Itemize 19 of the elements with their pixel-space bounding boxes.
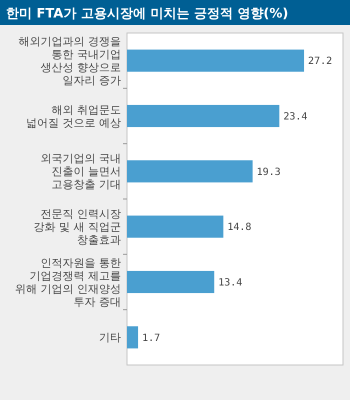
y-tick-label: 전문직 인력시장 강화 및 새 직업군 창출효과 [34,208,121,247]
data-label: 13.4 [218,278,242,288]
data-label: 14.8 [227,222,252,234]
data-label: 27.2 [308,56,332,68]
bar [127,160,253,182]
bar [127,216,224,238]
data-label: 19.3 [256,166,281,178]
bar [127,270,214,294]
chart-title: 한미 FTA가 고용시장에 미치는 긍정적 영향(%) [6,6,288,22]
y-tick-label: 기타 [99,331,121,344]
bar [127,104,280,128]
data-label: 23.4 [283,112,308,122]
y-tick-label: 외국기업의 국내 진출이 늘면서 고용창출 기대 [40,152,121,192]
data-label: 1.7 [142,332,160,344]
bar [127,326,138,348]
y-tick-label: 해외 취업문도 넓어질 것으로 예상 [26,103,121,130]
y-tick-label: 해외기업과의 경쟁을 통한 국내기업 생산성 향상으로 일자리 증가 [18,35,121,88]
bar [127,50,304,72]
y-tick-label: 인적자원을 통한 기업경쟁력 제고를 위해 기업의 인재양성 투자 증대 [15,256,121,308]
